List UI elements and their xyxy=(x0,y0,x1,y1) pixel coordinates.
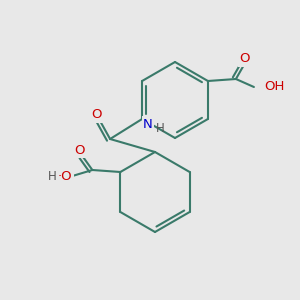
Text: O: O xyxy=(240,52,250,65)
Text: O: O xyxy=(91,109,101,122)
Text: O: O xyxy=(74,143,85,157)
Text: ·O: ·O xyxy=(58,169,73,182)
Text: N: N xyxy=(143,118,153,130)
Text: H: H xyxy=(48,169,57,182)
Text: OH: OH xyxy=(264,80,284,94)
Text: H: H xyxy=(156,122,165,136)
